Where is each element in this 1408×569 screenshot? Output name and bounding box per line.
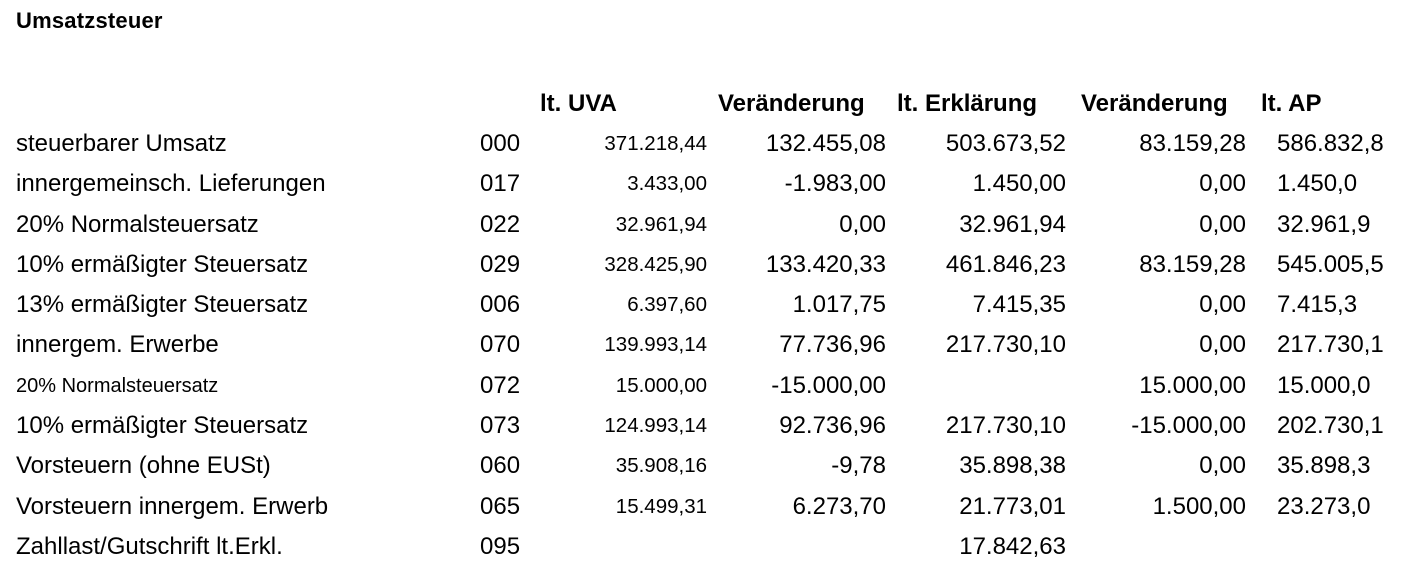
cell-change-1: -1.983,00 xyxy=(784,170,886,198)
cell-ap: 586.832,8 xyxy=(1277,130,1384,157)
cell-declaration: 32.961,94 xyxy=(959,210,1066,238)
cell-change-1: 0,00 xyxy=(839,210,886,238)
table-row: steuerbarer Umsatz 000 371.218,44 132.45… xyxy=(0,126,1408,166)
cell-change-2: 0,00 xyxy=(1199,331,1246,359)
table-row: 20% Normalsteuersatz 022 32.961,94 0,00 … xyxy=(0,207,1408,247)
table-row: Zahllast/Gutschrift lt.Erkl. 095 17.842,… xyxy=(0,529,1408,569)
table-row: Vorsteuern (ohne EUSt) 060 35.908,16 -9,… xyxy=(0,448,1408,488)
cell-ap xyxy=(1277,529,1408,569)
cell-change-2: 1.500,00 xyxy=(1152,492,1246,520)
column-header-ap: lt. AP xyxy=(1261,90,1322,117)
cell-uva: 6.397,60 xyxy=(627,293,707,317)
cell-ap: 32.961,9 xyxy=(1277,210,1371,238)
cell-ap: 1.450,0 xyxy=(1277,170,1358,198)
row-label: innergemeinsch. Lieferungen xyxy=(16,170,326,198)
row-code: 017 xyxy=(480,170,521,198)
cell-uva: 32.961,94 xyxy=(615,212,707,236)
cell-ap: 545.005,5 xyxy=(1277,250,1384,278)
row-label: Vorsteuern innergem. Erwerb xyxy=(16,492,329,520)
cell-ap: 202.730,1 xyxy=(1277,412,1384,440)
cell-declaration: 217.730,10 xyxy=(945,331,1066,359)
tax-table: steuerbarer Umsatz 000 371.218,44 132.45… xyxy=(0,126,1408,569)
row-code: 072 xyxy=(480,371,521,399)
cell-ap: 35.898,3 xyxy=(1277,452,1371,480)
cell-change-1: 77.736,96 xyxy=(779,331,886,359)
cell-uva: 15.000,00 xyxy=(615,373,707,397)
cell-change-2: 0,00 xyxy=(1199,452,1246,480)
cell-change-2: 0,00 xyxy=(1199,170,1246,198)
table-row: 10% ermäßigter Steuersatz 029 328.425,90… xyxy=(0,247,1408,287)
row-code: 060 xyxy=(480,452,521,480)
row-code: 073 xyxy=(480,412,521,440)
cell-uva: 328.425,90 xyxy=(604,252,707,276)
cell-change-1: -15.000,00 xyxy=(771,371,886,399)
row-code: 065 xyxy=(480,492,521,520)
column-header-row: lt. UVA Veränderung lt. Erklärung Veränd… xyxy=(0,90,1408,124)
cell-change-1: 92.736,96 xyxy=(779,412,886,440)
row-label: 10% ermäßigter Steuersatz xyxy=(16,412,309,440)
cell-change-2: 0,00 xyxy=(1199,291,1246,319)
cell-declaration: 503.673,52 xyxy=(945,130,1066,157)
row-label: 13% ermäßigter Steuersatz xyxy=(16,291,309,319)
cell-uva: 124.993,14 xyxy=(604,414,707,438)
row-label: innergem. Erwerbe xyxy=(16,331,219,359)
table-row: 10% ermäßigter Steuersatz 073 124.993,14… xyxy=(0,408,1408,448)
column-header-declaration: lt. Erklärung xyxy=(897,90,1038,117)
cell-change-1: -9,78 xyxy=(831,452,886,480)
column-header-uva: lt. UVA xyxy=(540,90,617,117)
cell-change-1: 133.420,33 xyxy=(765,250,886,278)
cell-change-2: 83.159,28 xyxy=(1139,130,1246,157)
cell-declaration: 7.415,35 xyxy=(972,291,1066,319)
cell-change-1: 6.273,70 xyxy=(792,492,886,520)
row-label: Zahllast/Gutschrift lt.Erkl. xyxy=(16,532,283,560)
cell-uva: 371.218,44 xyxy=(604,132,707,155)
row-code: 070 xyxy=(480,331,521,359)
row-code: 000 xyxy=(480,130,521,157)
row-label: Vorsteuern (ohne EUSt) xyxy=(16,452,271,480)
cell-ap: 23.273,0 xyxy=(1277,492,1371,520)
row-code: 029 xyxy=(480,250,521,278)
cell-change-2: -15.000,00 xyxy=(1131,412,1246,440)
cell-declaration: 1.450,00 xyxy=(972,170,1066,198)
page-title: Umsatzsteuer xyxy=(16,8,163,33)
row-code: 095 xyxy=(480,532,521,560)
table-row: 13% ermäßigter Steuersatz 006 6.397,60 1… xyxy=(0,287,1408,327)
cell-ap: 15.000,0 xyxy=(1277,371,1371,399)
row-label: 10% ermäßigter Steuersatz xyxy=(16,250,309,278)
cell-declaration: 17.842,63 xyxy=(959,532,1066,560)
cell-change-2: 83.159,28 xyxy=(1139,250,1246,278)
column-header-change-1: Veränderung xyxy=(718,90,865,117)
table-row: Vorsteuern innergem. Erwerb 065 15.499,3… xyxy=(0,489,1408,529)
cell-uva: 35.908,16 xyxy=(615,454,707,478)
cell-uva: 15.499,31 xyxy=(615,494,707,518)
row-label: 20% Normalsteuersatz xyxy=(16,374,219,397)
row-code: 006 xyxy=(480,291,521,319)
cell-uva: 139.993,14 xyxy=(604,333,707,357)
cell-ap: 217.730,1 xyxy=(1277,331,1384,359)
row-label: 20% Normalsteuersatz xyxy=(16,210,259,238)
cell-change-1: 1.017,75 xyxy=(792,291,886,319)
cell-change-1: 132.455,08 xyxy=(765,130,886,157)
cell-ap: 7.415,3 xyxy=(1277,291,1358,319)
table-row: innergemeinsch. Lieferungen 017 3.433,00… xyxy=(0,166,1408,206)
column-header-change-2: Veränderung xyxy=(1081,90,1228,117)
cell-uva: 3.433,00 xyxy=(627,172,707,196)
cell-declaration: 461.846,23 xyxy=(945,250,1066,278)
cell-change-2: 0,00 xyxy=(1199,210,1246,238)
cell-declaration: 217.730,10 xyxy=(945,412,1066,440)
cell-declaration: 21.773,01 xyxy=(959,492,1066,520)
table-row: innergem. Erwerbe 070 139.993,14 77.736,… xyxy=(0,327,1408,367)
row-label: steuerbarer Umsatz xyxy=(16,130,227,157)
table-row: 20% Normalsteuersatz 072 15.000,00 -15.0… xyxy=(0,368,1408,408)
cell-declaration: 35.898,38 xyxy=(959,452,1066,480)
row-code: 022 xyxy=(480,210,521,238)
cell-change-2: 15.000,00 xyxy=(1139,371,1246,399)
